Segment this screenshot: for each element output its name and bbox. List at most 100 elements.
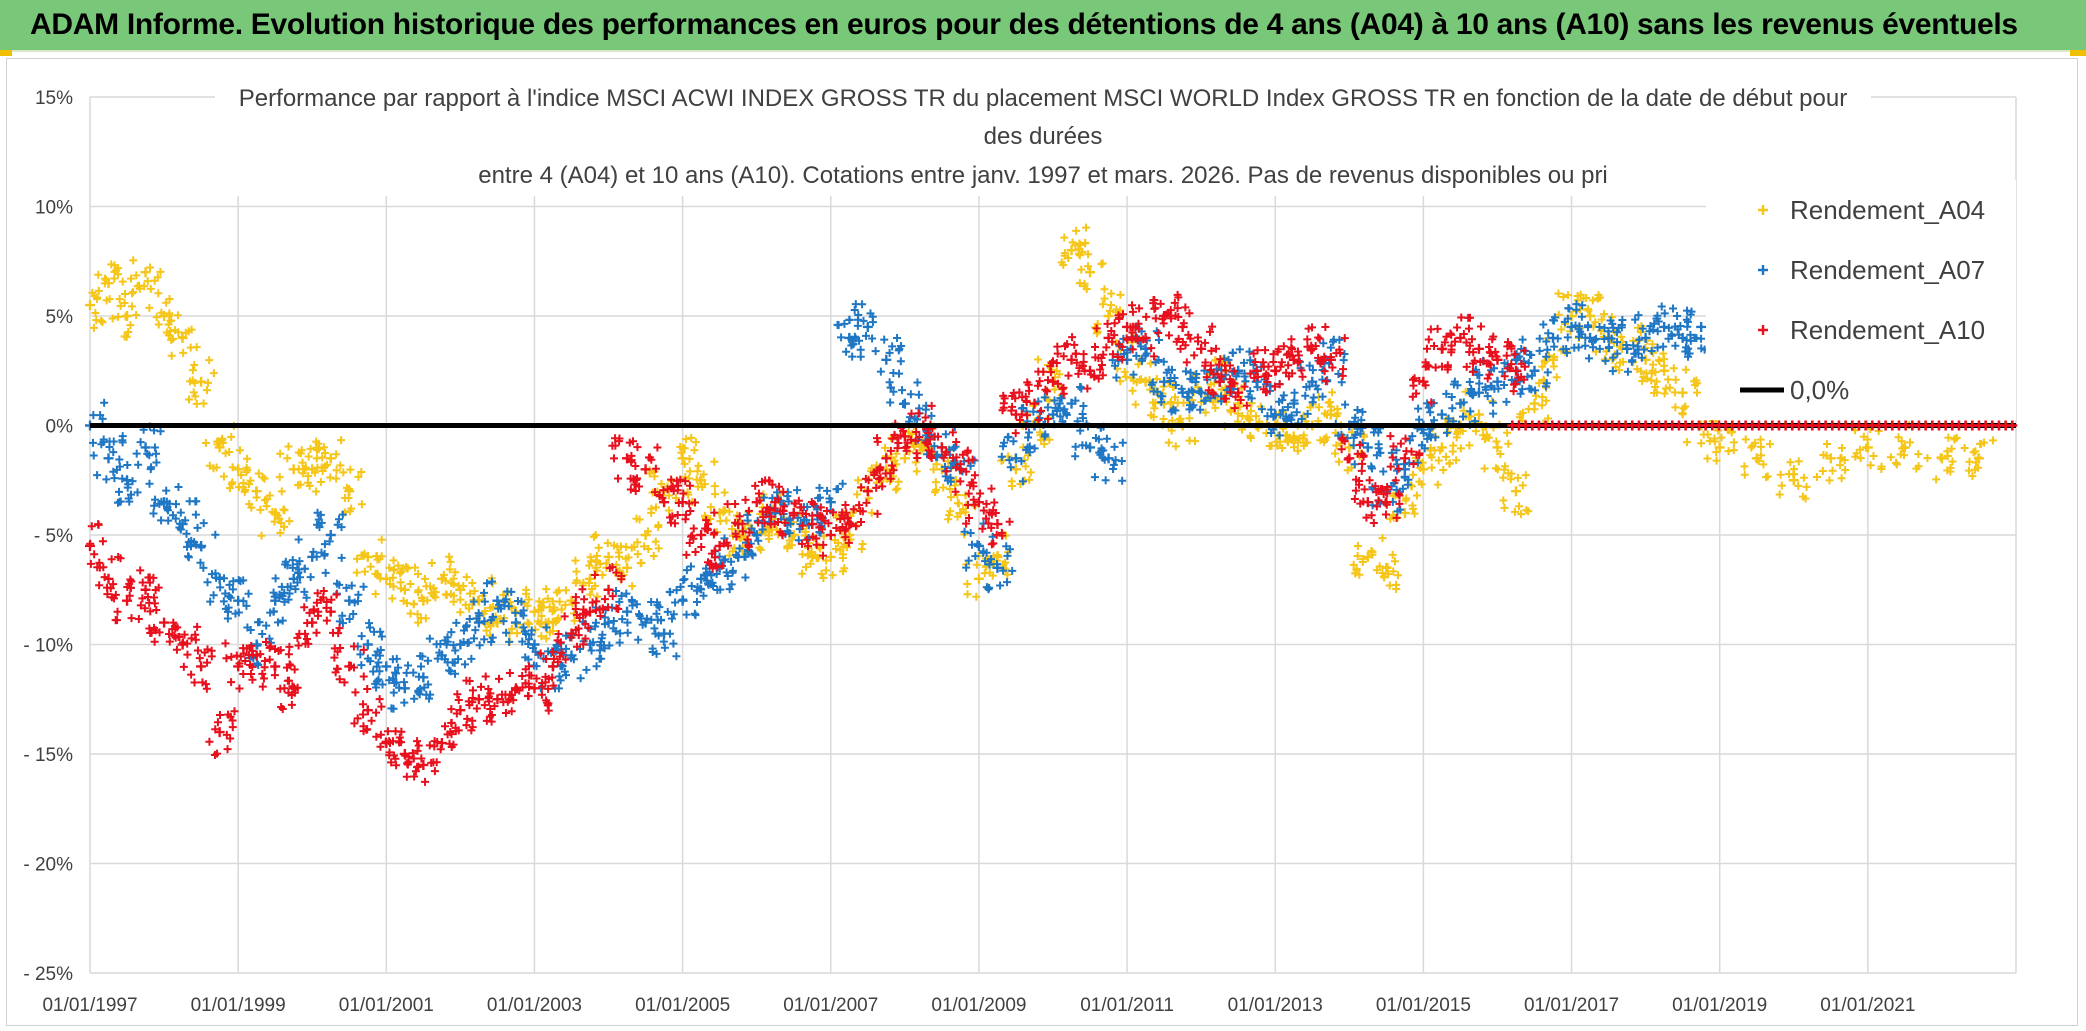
scatter-mark: [667, 484, 676, 493]
scatter-mark: [1828, 466, 1837, 475]
scatter-mark: [1544, 329, 1553, 338]
scatter-mark: [1381, 510, 1390, 519]
scatter-mark: [157, 497, 166, 506]
scatter-mark: [1055, 399, 1064, 408]
scatter-mark: [1112, 373, 1121, 382]
scatter-mark: [779, 487, 788, 496]
scatter-mark: [1033, 381, 1042, 390]
scatter-mark: [454, 696, 463, 705]
scatter-mark: [1549, 362, 1558, 371]
scatter-mark: [1050, 385, 1059, 394]
scatter-mark: [858, 539, 867, 548]
scatter-mark: [1098, 300, 1107, 309]
scatter-mark: [709, 530, 718, 539]
scatter-mark: [1273, 347, 1282, 356]
scatter-mark: [1648, 340, 1657, 349]
scatter-mark: [332, 466, 341, 475]
data-point: [381, 573, 392, 584]
scatter-mark: [764, 535, 773, 544]
scatter-mark: [147, 628, 156, 637]
scatter-mark: [1647, 346, 1656, 355]
scatter-mark: [1275, 397, 1284, 406]
scatter-mark: [644, 545, 653, 554]
scatter-mark: [413, 610, 422, 619]
scatter-mark: [667, 614, 676, 623]
scatter-mark: [1652, 377, 1661, 386]
scatter-mark: [1574, 325, 1583, 334]
scatter-mark: [482, 579, 491, 588]
scatter-mark: [1142, 349, 1151, 358]
scatter-mark: [1185, 414, 1194, 423]
scatter-mark: [1267, 429, 1276, 438]
scatter-mark: [1613, 338, 1622, 347]
scatter-mark: [589, 638, 598, 647]
scatter-mark: [1818, 467, 1827, 476]
scatter-mark: [649, 552, 658, 561]
scatter-mark: [907, 409, 916, 418]
scatter-mark: [665, 629, 674, 638]
scatter-mark: [342, 583, 351, 592]
scatter-mark: [1539, 320, 1548, 329]
scatter-mark: [359, 645, 368, 654]
scatter-mark: [224, 710, 233, 719]
data-point: [825, 551, 836, 562]
scatter-mark: [784, 497, 793, 506]
scatter-mark: [1390, 557, 1399, 566]
data-point: [473, 694, 484, 705]
scatter-mark: [349, 609, 358, 618]
scatter-mark: [628, 597, 637, 606]
scatter-mark: [1293, 438, 1302, 447]
scatter-mark: [1481, 385, 1490, 394]
scatter-mark: [359, 672, 368, 681]
scatter-mark: [1025, 442, 1034, 451]
scatter-mark: [1323, 410, 1332, 419]
scatter-mark: [1754, 456, 1763, 465]
scatter-mark: [1116, 290, 1125, 299]
scatter-mark: [1167, 314, 1176, 323]
scatter-mark: [402, 668, 411, 677]
scatter-mark: [992, 530, 1001, 539]
scatter-mark: [1936, 453, 1945, 462]
scatter-mark: [1040, 440, 1049, 449]
scatter-mark: [202, 386, 211, 395]
scatter-mark: [591, 606, 600, 615]
scatter-mark: [441, 576, 450, 585]
scatter-mark: [1100, 294, 1109, 303]
scatter-mark: [1053, 349, 1062, 358]
scatter-mark: [1332, 441, 1341, 450]
scatter-mark: [930, 442, 939, 451]
scatter-mark: [1628, 356, 1637, 365]
legend-label: 0,0%: [1790, 375, 1849, 405]
scatter-mark: [1565, 304, 1574, 313]
scatter-mark: [162, 486, 171, 495]
scatter-mark: [1647, 376, 1656, 385]
scatter-mark: [1542, 337, 1551, 346]
scatter-mark: [375, 667, 384, 676]
data-point: [1066, 354, 1077, 365]
scatter-mark: [1279, 342, 1288, 351]
scatter-mark: [351, 688, 360, 697]
scatter-mark: [525, 619, 534, 628]
scatter-mark: [1386, 432, 1395, 441]
scatter-mark: [775, 482, 784, 491]
scatter-mark: [1617, 332, 1626, 341]
scatter-mark: [414, 672, 423, 681]
scatter-mark: [958, 450, 967, 459]
scatter-mark: [211, 530, 220, 539]
scatter-mark: [1059, 260, 1068, 269]
scatter-mark: [1190, 351, 1199, 360]
scatter-mark: [542, 654, 551, 663]
scatter-mark: [409, 599, 418, 608]
scatter-mark: [699, 470, 708, 479]
data-point: [936, 442, 947, 453]
scatter-mark: [397, 727, 406, 736]
scatter-mark: [806, 559, 815, 568]
scatter-mark: [1740, 462, 1749, 471]
scatter-mark: [851, 300, 860, 309]
scatter-mark: [1513, 473, 1522, 482]
scatter-mark: [227, 678, 236, 687]
scatter-mark: [505, 637, 514, 646]
scatter-mark: [650, 624, 659, 633]
scatter-mark: [634, 635, 643, 644]
scatter-mark: [1538, 401, 1547, 410]
